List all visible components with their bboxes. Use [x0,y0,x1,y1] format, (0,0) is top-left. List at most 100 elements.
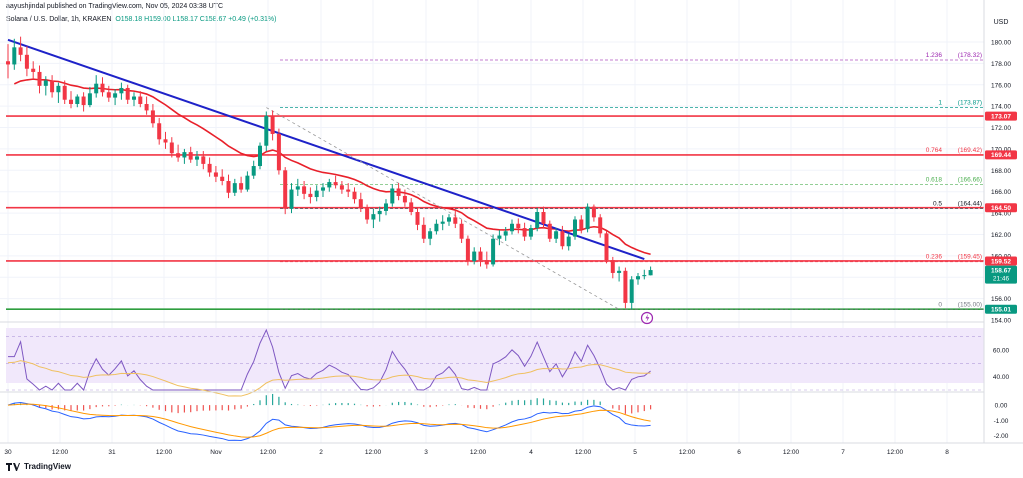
candle-body [144,104,149,111]
candle-body [125,87,130,100]
candle-body [37,71,42,86]
candle-body [604,233,609,261]
candle-body [195,156,199,160]
time-tick-label: 12:00 [575,449,592,456]
fib-ratio-label: 0.764 [926,147,943,154]
price-tick-label: 178.00 [991,61,1011,68]
time-tick-label: 12:00 [260,449,277,456]
price-tick-label: 170.00 [991,146,1011,153]
price-tag [985,203,1017,213]
time-tick-label: 12:00 [52,449,69,456]
price-tick-label: 164.00 [991,211,1011,218]
candle-body [358,199,363,208]
candle-body [75,96,80,105]
time-tick-label: 12:00 [783,449,800,456]
candle-body [554,231,559,239]
price-tick-label: 154.00 [991,318,1011,325]
fibonacci-levels: 1.236 (178.32) 1 (173.87) 0.764 (169.42) 0.618… [280,52,984,310]
price-tag-label: 158.67 [991,267,1011,274]
fib-ratio-label: 1.236 [926,52,943,59]
price-tick-label: 162.00 [991,232,1011,239]
fib-price-label: (166.66) [958,177,982,184]
candle-body [585,206,590,230]
candle-body [440,221,445,224]
candle-body [62,85,67,100]
candle-body [333,182,338,186]
candle-body [150,110,155,124]
candle-body [453,217,458,224]
candle-body [566,236,571,247]
candle-body [302,186,307,194]
candle-body [472,251,477,262]
candle-body [321,187,325,191]
fib-price-label: (169.42) [958,147,982,154]
time-axis[interactable]: 30 12:00 31 12:00 Nov 12:00 2 12:00 3 12:00 4 12:00… [4,449,949,456]
price-tag-label: 169.44 [991,152,1011,159]
candle-body [113,93,118,98]
candle-body [100,83,105,93]
candle-body [106,92,111,98]
time-tick-label: 12:00 [470,449,487,456]
rsi-tick-label: 60.00 [993,348,1010,355]
candle-body [226,181,231,193]
rsi-line [8,328,651,391]
candle-body [421,224,426,239]
candle-body [617,270,622,273]
rsi-band [6,328,984,383]
candle-body [497,235,502,239]
price-tag-label: 164.50 [991,205,1011,212]
price-tick-label: 156.00 [991,296,1011,303]
brand-name: TradingView [24,462,71,471]
candle-body [491,238,496,265]
tradingview-brand[interactable]: TradingView [6,462,71,471]
time-tick-label: 5 [633,449,637,456]
candle-body [258,145,262,167]
candle-body [642,275,647,277]
candle-body [541,212,546,224]
time-tick-label: 7 [841,449,845,456]
price-tag [985,304,1017,314]
candle-body [176,153,181,158]
candle-body [207,163,212,173]
price-tick-label: 174.00 [991,104,1011,111]
candle-body [560,231,565,247]
macd-line [7,402,651,441]
candle-body [56,85,61,93]
fib-anchor-line [266,107,620,310]
price-axis[interactable]: 180.00 178.00 176.00 174.00 172.00 170.00 168.… [985,40,1017,440]
tradingview-logo-icon [6,462,20,471]
candle-body [535,212,540,229]
candle-body [157,123,162,140]
macd-tick-label: -1.00 [994,418,1009,425]
candle-body [18,47,23,55]
time-tick-label: Nov [210,449,222,456]
candle-body [478,251,483,261]
candle-body [447,217,451,222]
alert-icon[interactable] [640,311,654,325]
price-tick-label: 166.00 [991,189,1011,196]
candle-body [636,276,640,280]
candle-body [510,223,514,232]
candle-body [232,183,237,193]
candle-body [434,223,439,232]
candle-body [295,186,300,190]
candle-body [251,166,256,176]
fib-price-label: (173.87) [958,100,982,107]
candle-body [239,183,244,190]
symbol-legend: Solana / U.S. Dollar, 1h, KRAKEN O158.18… [6,16,276,23]
candle-body [377,210,382,215]
candle-body [245,175,250,190]
candle-body [182,152,187,158]
candle-body [402,195,407,203]
symbol-title[interactable]: Solana / U.S. Dollar, 1h, KRAKEN [6,16,112,23]
time-tick-label: 6 [737,449,741,456]
candle-body [409,202,414,213]
candle-body [24,54,29,69]
candle-body [371,214,376,220]
macd-tick-label: 0.00 [995,403,1008,410]
candle-body [276,133,281,171]
candle-body [12,47,17,65]
time-tick-label: 8 [945,449,949,456]
candle-body [6,61,10,65]
